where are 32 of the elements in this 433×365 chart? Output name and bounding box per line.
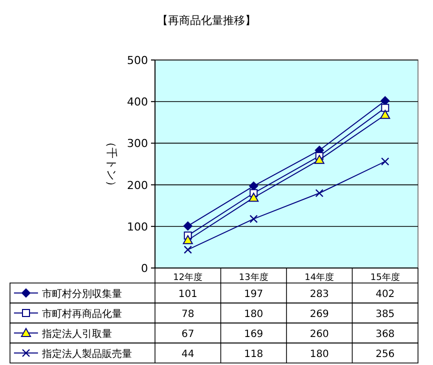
y-tick-label: 400 — [127, 96, 148, 109]
x-tick-label: 12年度 — [173, 272, 203, 283]
data-label: 78 — [182, 309, 194, 320]
data-label: 197 — [244, 289, 264, 300]
data-label: 180 — [310, 349, 329, 360]
data-label: 101 — [178, 289, 198, 300]
legend-label: 指定法人引取量 — [41, 328, 112, 340]
data-label: 118 — [244, 349, 264, 360]
y-axis-title: （千トン） — [105, 136, 118, 192]
y-tick-label: 500 — [127, 54, 148, 67]
y-tick-label: 300 — [127, 137, 148, 150]
data-label: 269 — [310, 309, 329, 320]
x-tick-label: 14年度 — [304, 272, 334, 283]
x-tick-label: 13年度 — [238, 272, 268, 283]
data-label: 180 — [244, 309, 264, 320]
data-label: 256 — [376, 349, 395, 360]
y-tick-label: 100 — [127, 220, 148, 234]
data-label: 368 — [376, 329, 395, 340]
data-label: 385 — [376, 309, 395, 320]
data-label: 169 — [244, 329, 264, 340]
chart-title: 【再商品化量推移】 — [157, 14, 256, 27]
data-label: 67 — [182, 329, 194, 340]
data-label: 44 — [182, 349, 194, 360]
legend-label: 市町村再商品化量 — [42, 308, 122, 320]
legend-label: 指定法人製品販売量 — [41, 348, 132, 360]
y-tick-label: 0 — [141, 262, 148, 275]
legend-label: 市町村分別収集量 — [42, 288, 122, 300]
data-label: 260 — [310, 329, 329, 340]
x-tick-label: 15年度 — [370, 272, 400, 283]
y-tick-label: 200 — [127, 178, 148, 192]
data-label: 402 — [376, 289, 395, 300]
data-label: 283 — [310, 289, 329, 300]
